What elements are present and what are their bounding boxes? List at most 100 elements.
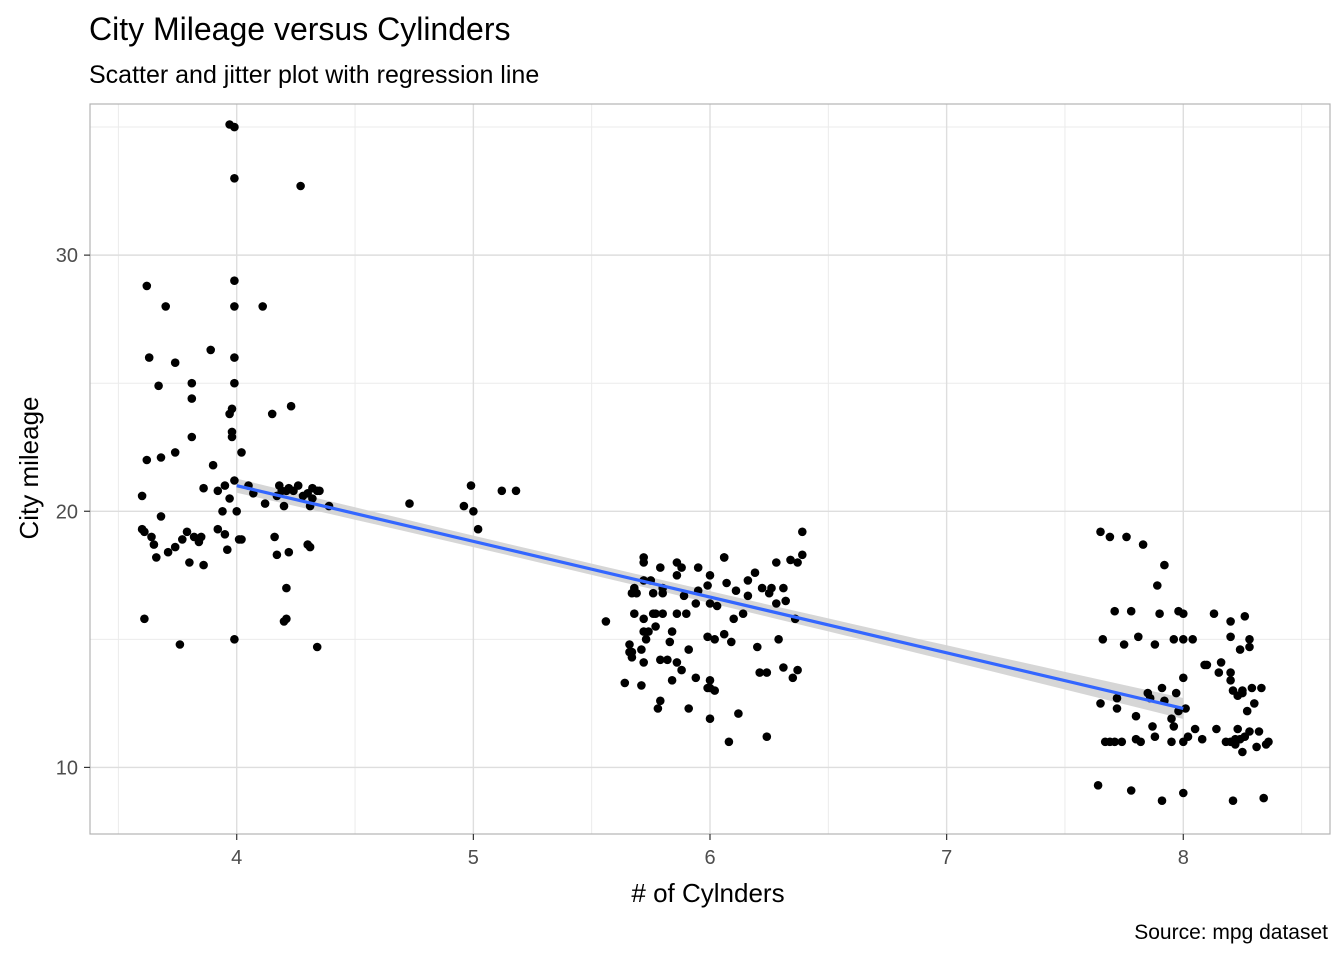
data-point xyxy=(206,345,215,355)
data-point xyxy=(672,571,682,580)
data-point xyxy=(779,663,788,672)
data-point xyxy=(651,622,660,631)
data-point xyxy=(1254,727,1264,736)
data-point xyxy=(644,627,653,636)
data-point xyxy=(1098,635,1108,644)
data-point xyxy=(1233,724,1242,734)
data-point xyxy=(738,609,748,618)
data-point xyxy=(1112,693,1122,703)
data-point xyxy=(161,302,170,311)
data-point xyxy=(1136,737,1145,747)
data-point xyxy=(267,409,277,419)
data-point xyxy=(1235,645,1245,654)
data-point xyxy=(667,627,677,636)
x-tick-label: 7 xyxy=(941,847,952,869)
data-point xyxy=(1153,581,1162,590)
data-point xyxy=(208,460,218,470)
data-point xyxy=(1096,527,1105,537)
data-point xyxy=(637,681,646,690)
data-point xyxy=(149,540,159,549)
data-point xyxy=(230,174,239,183)
data-point xyxy=(648,588,658,598)
data-point xyxy=(1221,737,1231,747)
data-point xyxy=(743,576,753,585)
data-point xyxy=(218,507,227,516)
data-point xyxy=(639,658,648,667)
x-tick-label: 8 xyxy=(1178,847,1189,869)
data-point xyxy=(1181,704,1190,713)
data-point xyxy=(779,583,788,593)
data-point xyxy=(277,486,287,496)
data-point xyxy=(1155,609,1164,618)
data-point xyxy=(1209,609,1219,618)
data-point xyxy=(279,501,289,511)
data-point xyxy=(303,540,313,549)
data-point xyxy=(719,553,729,562)
data-point xyxy=(284,547,294,557)
x-tick-label: 4 xyxy=(231,847,242,869)
data-point xyxy=(282,614,291,624)
data-point xyxy=(1179,609,1188,618)
data-point xyxy=(1242,706,1252,716)
data-point xyxy=(753,642,762,652)
chart-caption: Source: mpg dataset xyxy=(1134,921,1328,944)
y-tick-label: 30 xyxy=(56,245,78,267)
data-point xyxy=(691,599,701,608)
data-point xyxy=(237,448,246,457)
data-point xyxy=(601,617,611,626)
data-point xyxy=(144,353,154,362)
data-point xyxy=(286,401,296,411)
data-point xyxy=(230,276,239,286)
data-points xyxy=(137,120,1273,805)
data-point xyxy=(772,558,781,567)
data-point xyxy=(154,381,163,391)
x-axis-ticks: 4 5 6 7 8 xyxy=(231,834,1189,869)
y-axis-ticks: 10 20 30 xyxy=(56,245,90,779)
data-point xyxy=(1167,714,1176,723)
data-point xyxy=(1148,722,1157,731)
data-point xyxy=(227,427,237,437)
data-point xyxy=(163,547,173,557)
data-point xyxy=(1238,747,1247,757)
data-point xyxy=(270,532,279,542)
data-point xyxy=(1131,711,1141,721)
chart-title: City Mileage versus Cylinders xyxy=(89,11,511,47)
data-point xyxy=(705,683,715,693)
data-point xyxy=(182,527,192,537)
data-point xyxy=(793,665,802,675)
data-point xyxy=(679,591,689,601)
data-point xyxy=(170,542,180,552)
data-point xyxy=(230,302,239,311)
data-point xyxy=(1226,668,1235,677)
data-point xyxy=(230,476,239,485)
data-point xyxy=(1226,617,1235,626)
data-point xyxy=(788,673,798,683)
confidence-band xyxy=(236,478,1184,719)
data-point xyxy=(1238,688,1247,698)
data-point xyxy=(1259,793,1268,803)
data-point xyxy=(187,394,197,403)
data-point xyxy=(641,635,651,644)
data-point xyxy=(1197,734,1207,744)
data-point xyxy=(199,483,208,493)
data-point xyxy=(156,512,166,521)
data-point xyxy=(1240,612,1250,621)
data-point xyxy=(710,635,719,644)
data-point xyxy=(1110,737,1119,747)
data-point xyxy=(656,655,665,665)
major-gridlines xyxy=(90,104,1330,834)
data-point xyxy=(743,591,753,601)
data-point xyxy=(1096,699,1105,708)
data-point xyxy=(1216,658,1226,667)
data-point xyxy=(719,629,729,639)
data-point xyxy=(786,555,795,565)
data-point xyxy=(639,614,648,624)
data-point xyxy=(1202,660,1212,670)
data-point xyxy=(230,122,239,132)
data-point xyxy=(511,486,521,496)
data-point xyxy=(1171,688,1181,698)
data-point xyxy=(220,530,230,539)
data-point xyxy=(755,668,764,677)
data-point xyxy=(656,696,665,706)
